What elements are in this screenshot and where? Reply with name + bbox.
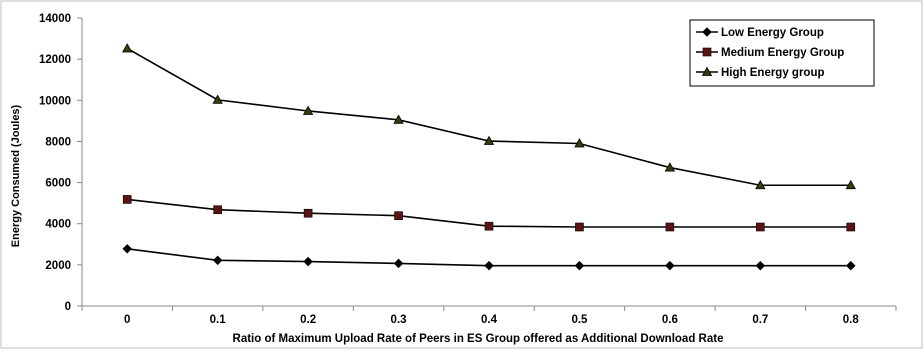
data-point [665,222,675,232]
series-3 [122,43,856,190]
x-tick-label: 0.2 [300,314,316,326]
data-point [393,114,404,124]
data-point [845,260,856,271]
y-tick-label: 10000 [39,95,71,107]
data-point [755,260,766,271]
data-point [846,222,856,232]
series-layer [122,43,856,271]
data-point [484,260,494,271]
y-tick-label: 14000 [39,13,71,25]
x-tick-label: 0.1 [210,314,227,326]
axes: 0 2000 4000 6000 8000 10000 12000 14000 0 0.1 0.2 0… [39,13,897,326]
legend: Low Energy Group Medium Energy Group High … [689,19,875,87]
data-point [212,94,223,104]
data-point [122,243,133,254]
x-tick-label: 0.8 [843,314,860,326]
data-point [303,256,313,267]
data-point [574,260,585,271]
series-1 [122,243,856,271]
data-point [394,211,403,220]
x-tick-label: 0.5 [571,314,588,326]
data-point [212,255,223,266]
legend-label: Low Energy Group [721,27,824,39]
data-point [393,258,404,269]
data-point [213,205,222,215]
data-point [845,179,856,190]
legend-marker [701,66,713,76]
data-point [574,138,585,148]
legend-entry: High Energy group [696,66,825,79]
x-tick-label: 0.4 [481,314,498,326]
data-point [755,179,766,190]
data-point [303,208,313,218]
data-point [664,162,676,172]
x-tick-label: 0 [124,314,130,326]
data-point [122,43,133,53]
data-point [483,135,495,145]
data-point [122,195,132,204]
legend-marker [702,47,712,57]
y-tick-label: 4000 [45,219,71,231]
x-tick-label: 0.7 [752,314,768,326]
y-tick-label: 12000 [39,54,71,66]
y-axis-title: Energy Consumed (Joules) [10,104,22,247]
x-axis-title: Ratio of Maximum Upload Rate of Peers in… [233,333,724,345]
data-point [756,222,765,232]
series-2 [122,195,856,232]
y-tick-label: 8000 [45,136,71,148]
legend-entry: Medium Energy Group [696,47,844,59]
x-tick-label: 0.3 [391,314,407,326]
data-point [302,105,314,115]
legend-label: Medium Energy Group [721,47,844,59]
legend-label: High Energy group [721,67,825,79]
legend-box [689,19,875,87]
data-point [484,221,494,231]
data-point [575,222,584,232]
y-tick-label: 6000 [45,178,71,190]
x-tick-label: 0.6 [662,314,678,326]
data-point [665,260,675,271]
legend-entry: Low Energy Group [696,27,824,39]
legend-marker [702,27,712,37]
y-tick-label: 0 [65,301,71,313]
y-tick-label: 2000 [45,260,71,272]
